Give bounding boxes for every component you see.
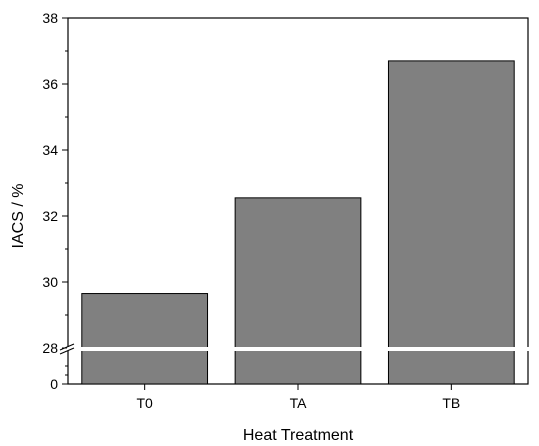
y-tick-label-32: 32 (42, 208, 58, 224)
axis-break-mark-upper (59, 343, 75, 351)
y-tick-label-36: 36 (42, 76, 58, 92)
bar-t0 (81, 293, 209, 385)
axis-break (59, 343, 529, 355)
bars-layer (81, 60, 515, 385)
y-tick-label-30: 30 (42, 274, 58, 290)
ticks-layer: T0 TA TB 0 28 30 32 34 36 38 (42, 10, 460, 411)
y-tick-label-0: 0 (50, 376, 58, 392)
x-tick-label-t0: T0 (136, 395, 153, 411)
y-tick-label-34: 34 (42, 142, 58, 158)
x-tick-label-ta: TA (290, 395, 308, 411)
y-tick-label-38: 38 (42, 10, 58, 26)
y-tick-label-28: 28 (42, 340, 58, 356)
axis-break-mark-lower (59, 347, 75, 355)
x-tick-label-tb: TB (442, 395, 460, 411)
axis-break-band (67, 347, 529, 351)
x-axis-title: Heat Treatment (243, 427, 354, 444)
bar-ta (234, 197, 362, 385)
y-axis-title: IACS / % (10, 184, 27, 249)
bar-tb (387, 60, 515, 385)
